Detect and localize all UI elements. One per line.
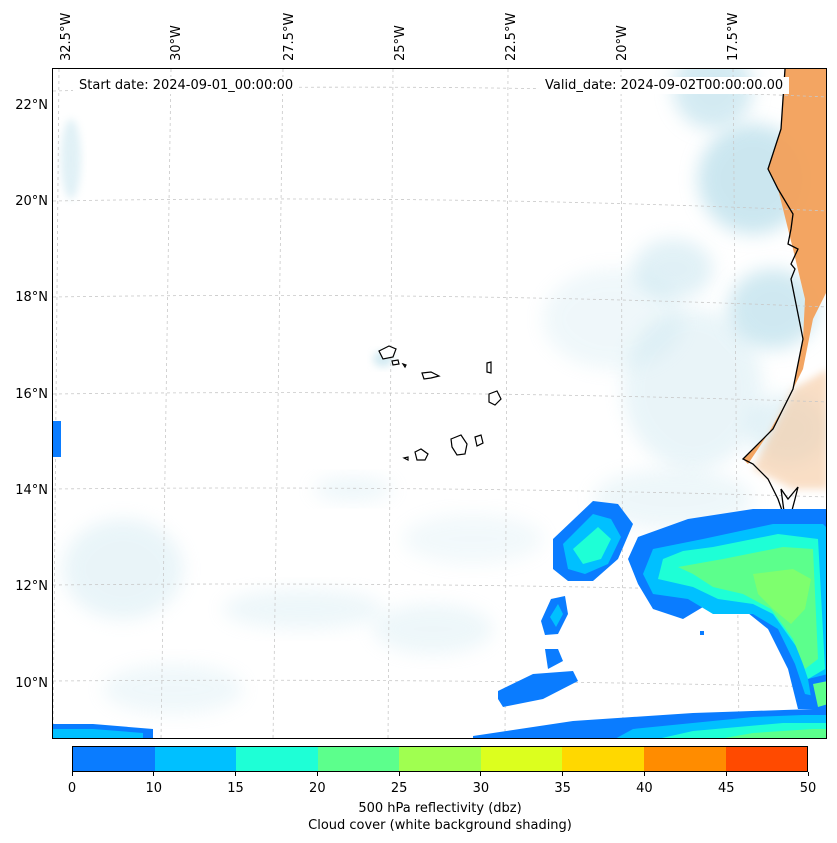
colorbar-tick-label: 0 xyxy=(67,781,77,796)
colorbar-tick-label: 30 xyxy=(472,781,490,796)
colorbar-tick-label: 35 xyxy=(554,781,571,796)
colorbar-tick xyxy=(71,772,73,776)
colorbar-tick xyxy=(725,772,727,776)
lon-label: 22.5°W xyxy=(504,12,519,61)
lon-label: 27.5°W xyxy=(282,12,297,61)
lat-label: 18°N xyxy=(15,290,48,305)
colorbar-segment xyxy=(317,747,400,771)
colorbar-segment xyxy=(154,747,237,771)
lon-label: 32.5°W xyxy=(59,12,74,61)
colorbar-tick xyxy=(807,772,809,776)
colorbar-tick xyxy=(235,772,237,776)
lon-label: 17.5°W xyxy=(726,12,741,61)
colorbar-segment xyxy=(73,747,155,771)
reflectivity-contours xyxy=(53,421,826,738)
lat-label: 16°N xyxy=(15,387,48,402)
lat-label: 10°N xyxy=(15,676,48,691)
map-panel xyxy=(52,68,827,739)
colorbar-segment xyxy=(480,747,563,771)
colorbar-tick-label: 10 xyxy=(145,781,163,796)
lat-label: 20°N xyxy=(15,194,48,209)
land-shading xyxy=(743,69,826,489)
graticule xyxy=(53,69,826,738)
colorbar-segment xyxy=(562,747,644,771)
lat-label: 12°N xyxy=(15,579,48,594)
valid-date-label: Valid_date: 2024-09-02T00:00:00.00 xyxy=(539,77,790,94)
lon-label: 30°W xyxy=(169,25,184,61)
colorbar-tick-label: 50 xyxy=(799,781,817,796)
lat-label: 14°N xyxy=(15,483,48,498)
colorbar-tick-label: 45 xyxy=(717,781,735,796)
colorbar-tick-label: 15 xyxy=(227,781,244,796)
colorbar-segment xyxy=(399,747,481,771)
colorbar xyxy=(72,746,808,772)
colorbar-tick xyxy=(643,772,645,776)
map-canvas xyxy=(53,69,826,738)
lat-label: 22°N xyxy=(15,98,48,113)
colorbar-title: 500 hPa reflectivity (dbz) xyxy=(358,801,522,816)
colorbar-tick xyxy=(480,772,482,776)
colorbar-segment xyxy=(643,747,726,771)
lon-label: 25°W xyxy=(393,25,408,61)
colorbar-tick xyxy=(562,772,564,776)
islands xyxy=(378,345,502,461)
colorbar-tick-label: 25 xyxy=(390,781,408,796)
colorbar-tick-label: 20 xyxy=(309,781,326,796)
colorbar-tick xyxy=(153,772,155,776)
colorbar-tick xyxy=(398,772,400,776)
colorbar-tick-label: 40 xyxy=(636,781,653,796)
colorbar-tick xyxy=(316,772,318,776)
colorbar-segment xyxy=(236,747,318,771)
start-date-label: Start date: 2024-09-01_00:00:00 xyxy=(73,77,300,94)
lon-label: 20°W xyxy=(615,25,630,61)
colorbar-segment xyxy=(725,747,808,771)
colorbar-subtitle: Cloud cover (white background shading) xyxy=(308,818,572,833)
cloud-cover-shading xyxy=(61,69,826,714)
